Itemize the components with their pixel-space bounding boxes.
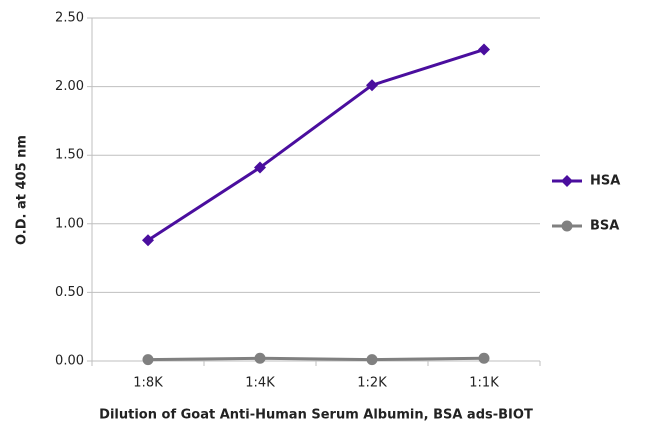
data-point	[254, 161, 266, 174]
x-tick-label: 1:8K	[133, 376, 163, 391]
y-tick-label: 0.50	[55, 285, 84, 300]
data-point	[478, 43, 490, 56]
y-tick-label: 1.50	[55, 148, 84, 163]
x-tick-label: 1:2K	[357, 376, 387, 391]
y-axis-label: O.D. at 405 nm	[15, 135, 30, 245]
data-point	[366, 354, 378, 366]
legend-marker	[561, 220, 573, 232]
data-point	[254, 352, 266, 364]
series-line	[147, 48, 485, 242]
legend-marker	[561, 175, 573, 187]
y-tick-label: 2.50	[55, 11, 84, 26]
legend-label: BSA	[590, 219, 619, 234]
y-tick-label: 1.00	[55, 216, 84, 231]
series-line	[147, 356, 485, 362]
x-tick-label: 1:4K	[245, 376, 275, 391]
data-point	[478, 352, 490, 364]
y-tick-label: 0.00	[55, 354, 84, 369]
legend-label: HSA	[590, 174, 620, 189]
y-tick-label: 2.00	[55, 79, 84, 94]
data-point	[142, 354, 154, 366]
x-tick-label: 1:1K	[469, 376, 499, 391]
data-point	[142, 234, 154, 247]
data-point	[366, 79, 378, 92]
x-axis-label: Dilution of Goat Anti-Human Serum Albumi…	[99, 408, 533, 423]
